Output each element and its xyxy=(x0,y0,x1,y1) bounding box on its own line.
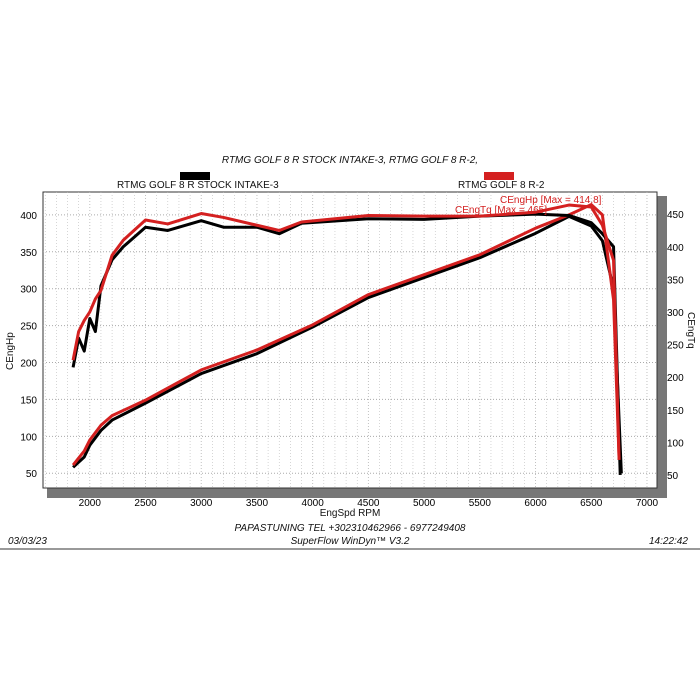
footer-software: SuperFlow WinDyn™ V3.2 xyxy=(290,536,410,547)
y-right-tick-label: 250 xyxy=(667,341,684,352)
y-right-tick-label: 200 xyxy=(667,373,684,384)
x-tick-label: 6000 xyxy=(524,498,547,509)
legend-label-red: RTMG GOLF 8 R-2 xyxy=(458,180,545,191)
y-left-tick-label: 100 xyxy=(20,432,37,443)
y-axis-left-label: CEngHp xyxy=(5,332,16,370)
y-left-tick-label: 250 xyxy=(20,322,37,333)
series-line-cengtq-stock xyxy=(71,212,622,476)
footer-divider xyxy=(0,548,700,550)
x-tick-label: 3000 xyxy=(190,498,213,509)
x-tick-label: 5000 xyxy=(413,498,436,509)
y-right-tick-label: 400 xyxy=(667,243,684,254)
x-tick-label: 4500 xyxy=(357,498,380,509)
y-left-tick-label: 200 xyxy=(20,359,37,370)
x-tick-label: 7000 xyxy=(636,498,659,509)
x-tick-label: 2000 xyxy=(79,498,102,509)
y-right-tick-label: 50 xyxy=(667,471,679,482)
x-tick-label: 3500 xyxy=(246,498,269,509)
series-line-cenghp-stock xyxy=(72,214,623,474)
annotation-hp-max: CEngHp [Max = 414.8] xyxy=(500,195,602,206)
x-axis-label: EngSpd RPM xyxy=(319,508,381,519)
y-left-tick-label: 50 xyxy=(26,469,38,480)
legend-swatch-red xyxy=(484,172,514,180)
chart-title: RTMG GOLF 8 R STOCK INTAKE-3, RTMG GOLF … xyxy=(221,155,479,166)
annotation-tq-max: CEngTq [Max = 465] xyxy=(455,205,547,216)
y-right-tick-label: 150 xyxy=(667,406,684,417)
series-line-cengtq-r2 xyxy=(71,203,621,461)
legend-swatch-black xyxy=(180,172,210,180)
legend-label-black: RTMG GOLF 8 R STOCK INTAKE-3 xyxy=(117,180,279,191)
x-tick-label: 6500 xyxy=(580,498,603,509)
y-left-tick-label: 150 xyxy=(20,395,37,406)
y-axis-right-label: CEngTq xyxy=(685,312,696,349)
y-left-tick-label: 350 xyxy=(20,248,37,259)
footer-company: PAPASTUNING TEL +302310462966 - 69772494… xyxy=(234,523,466,534)
y-right-tick-label: 350 xyxy=(667,275,684,286)
footer-date: 03/03/23 xyxy=(8,536,47,547)
y-right-tick-label: 100 xyxy=(667,438,684,449)
x-tick-label: 2500 xyxy=(134,498,157,509)
y-right-tick-label: 300 xyxy=(667,308,684,319)
y-right-tick-label: 450 xyxy=(667,210,684,221)
y-left-tick-label: 400 xyxy=(20,211,37,222)
footer-time: 14:22:42 xyxy=(649,536,688,547)
x-tick-label: 5500 xyxy=(469,498,492,509)
series-line-cenghp-r2 xyxy=(71,203,621,467)
x-tick-label: 4000 xyxy=(302,498,325,509)
y-left-tick-label: 300 xyxy=(20,285,37,296)
